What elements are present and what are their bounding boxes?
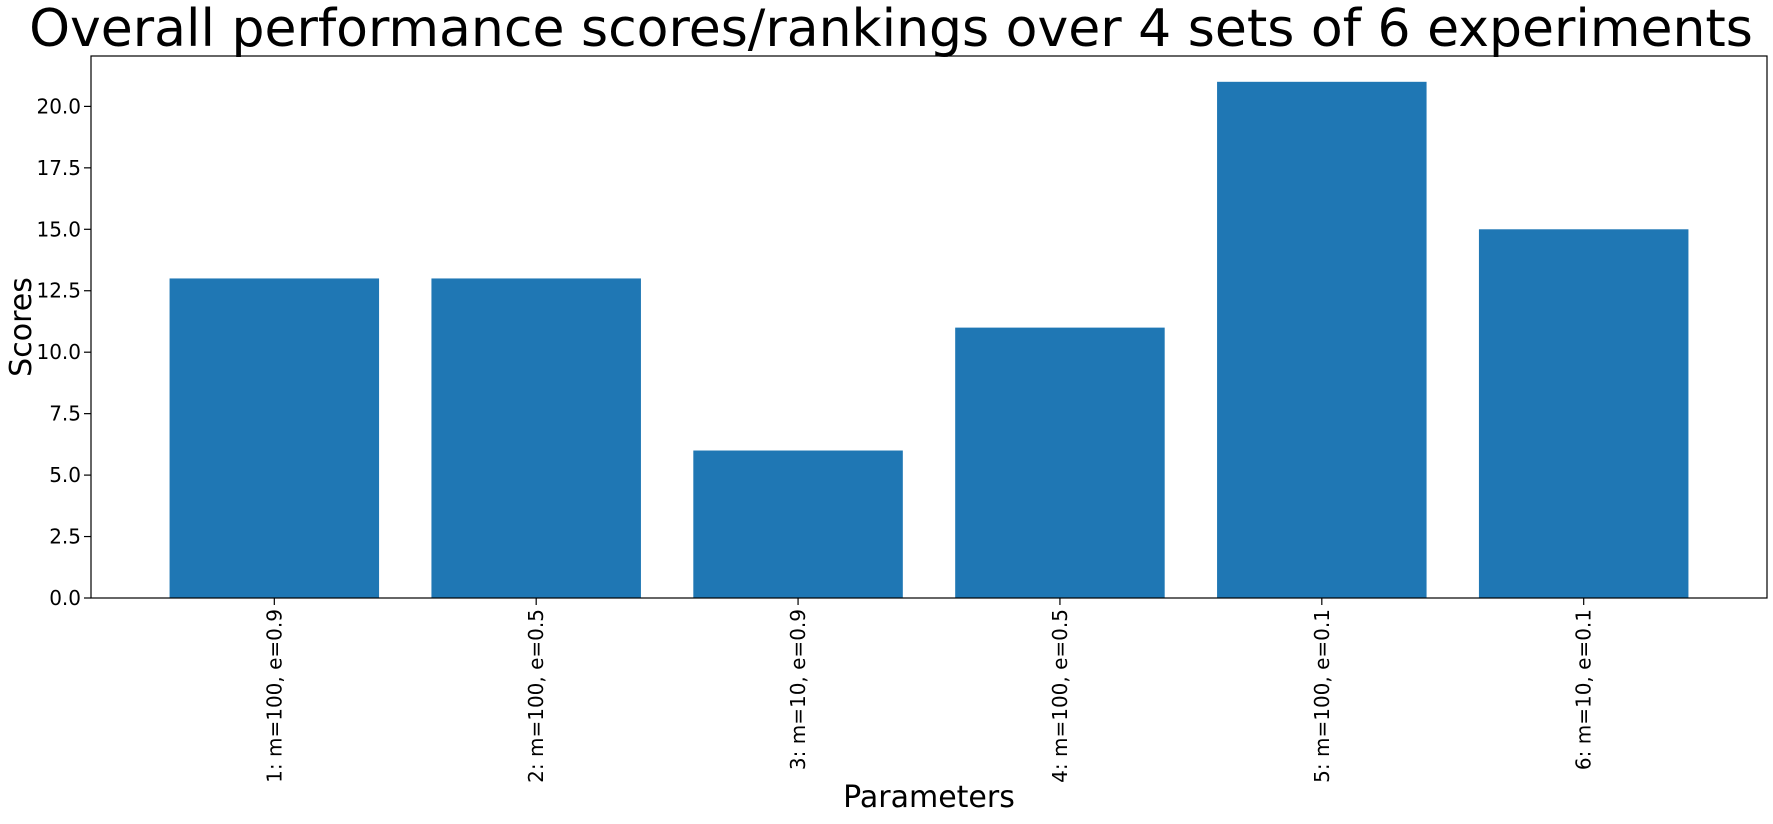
y-tick-label: 20.0	[36, 94, 81, 118]
y-tick-label: 2.5	[49, 525, 81, 549]
bar-1	[169, 278, 380, 598]
x-axis-ticks: 1: m=100, e=0.9 2: m=100, e=0.5 3: m=10, e…	[262, 598, 1596, 783]
x-tick-label: 4: m=100, e=0.5	[1048, 609, 1072, 783]
y-tick-label: 17.5	[36, 156, 81, 180]
x-tick-label: 6: m=10, e=0.1	[1572, 609, 1596, 770]
bar-5	[1217, 81, 1427, 599]
y-tick-label: 12.5	[36, 279, 81, 303]
bar-4	[955, 327, 1165, 598]
bar-2	[431, 278, 641, 598]
x-axis-label: Parameters	[843, 780, 1015, 815]
y-tick-label: 7.5	[49, 402, 81, 426]
y-tick-label: 10.0	[36, 340, 81, 364]
y-tick-label: 15.0	[36, 217, 81, 241]
x-tick-label: 2: m=100, e=0.5	[524, 609, 548, 783]
x-tick-label: 3: m=10, e=0.9	[786, 609, 810, 770]
bars-group	[169, 81, 1689, 599]
y-axis-label: Scores	[4, 277, 39, 377]
y-tick-label: 5.0	[49, 463, 81, 487]
x-tick-label: 1: m=100, e=0.9	[262, 609, 286, 783]
chart-title: Overall performance scores/rankings over…	[29, 0, 1753, 59]
bar-3	[693, 450, 903, 598]
y-tick-label: 0.0	[49, 586, 81, 610]
plot-frame	[90, 55, 1768, 599]
y-axis-ticks: 0.0 2.5 5.0 7.5 10.0 12.5 15.0 17.5 20.0	[36, 94, 91, 610]
bar-6	[1478, 229, 1689, 598]
x-tick-label: 5: m=100, e=0.1	[1310, 609, 1334, 783]
